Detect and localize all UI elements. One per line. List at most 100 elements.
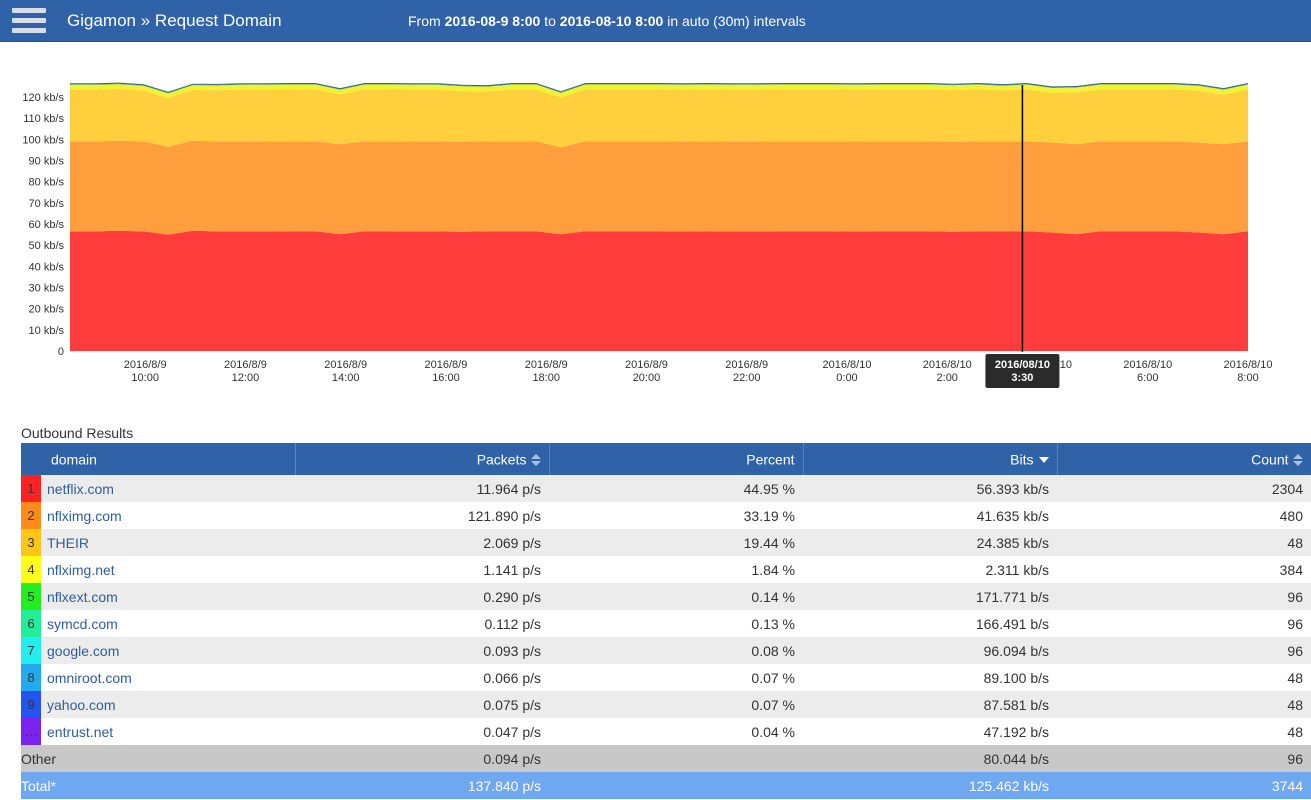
x-tick-label: 2016/8/10 2:00 <box>923 359 972 384</box>
domain-column-header[interactable]: domain <box>41 443 296 475</box>
bits-cell: 166.491 b/s <box>803 610 1057 637</box>
x-tick-label: 2016/8/9 18:00 <box>525 359 568 384</box>
count-cell: 480 <box>1057 502 1311 529</box>
series-area-1 <box>70 230 1248 351</box>
percent-cell: 0.04 % <box>549 718 803 745</box>
other-label: Other <box>21 745 295 772</box>
range-to: 2016-08-10 8:00 <box>559 13 664 29</box>
x-tick-label: 2016/8/10 0:00 <box>823 359 872 384</box>
domain-link[interactable]: google.com <box>47 642 120 659</box>
y-tick-label: 0 <box>58 346 64 358</box>
x-tick-label: 2016/8/9 10:00 <box>124 359 167 384</box>
count-cell: 96 <box>1057 745 1311 772</box>
row-color-index: 1 <box>21 475 41 502</box>
bits-cell: 41.635 kb/s <box>803 502 1057 529</box>
row-color-index: 8 <box>21 664 41 691</box>
row-color-index: 5 <box>21 583 41 610</box>
breadcrumb-root-link[interactable]: Gigamon <box>67 11 136 30</box>
y-tick-label: 30 kb/s <box>29 283 65 295</box>
domain-link[interactable]: nflxext.com <box>47 588 118 605</box>
sort-icon <box>530 453 541 466</box>
packets-column-header[interactable]: Packets <box>295 443 550 475</box>
table-row[interactable]: 2 nflximg.com 121.890 p/s 33.19 % 41.635… <box>21 502 1311 529</box>
range-from: 2016-08-9 8:00 <box>444 13 541 29</box>
packets-cell: 0.094 p/s <box>295 745 549 772</box>
bits-cell: 24.385 kb/s <box>803 529 1057 556</box>
x-tick-label: 2016/8/9 16:00 <box>425 359 468 384</box>
x-tick-label: 2016/8/10 8:00 <box>1224 359 1273 384</box>
y-tick-label: 10 kb/s <box>29 325 65 337</box>
range-to-label: to <box>544 13 556 29</box>
domain-link[interactable]: yahoo.com <box>47 696 116 713</box>
page-title: Request Domain <box>154 11 282 30</box>
percent-cell: 0.13 % <box>549 610 803 637</box>
table-row[interactable]: 9 yahoo.com 0.075 p/s 0.07 % 87.581 b/s … <box>21 691 1311 718</box>
y-tick-label: 40 kb/s <box>29 261 65 273</box>
packets-cell: 0.112 p/s <box>295 610 549 637</box>
packets-header-label: Packets <box>476 451 527 468</box>
bits-column-header[interactable]: Bits <box>803 443 1058 475</box>
percent-cell: 0.07 % <box>549 691 803 718</box>
bits-cell: 47.192 b/s <box>803 718 1057 745</box>
percent-column-header[interactable]: Percent <box>549 443 804 475</box>
packets-cell: 137.840 p/s <box>295 772 549 799</box>
y-tick-label: 90 kb/s <box>29 156 65 168</box>
results-table: domain Packets Percent Bits Count 1 netf… <box>21 443 1311 799</box>
percent-cell: 0.14 % <box>549 583 803 610</box>
count-header-label: Count <box>1251 451 1289 468</box>
x-tick-label: 2016/8/9 22:00 <box>725 359 768 384</box>
sort-icon <box>1292 453 1303 466</box>
row-color-index: 9 <box>21 691 41 718</box>
domain-link[interactable]: nflximg.net <box>47 561 115 578</box>
traffic-area-chart[interactable]: 0 10 kb/s 20 kb/s 30 kb/s 40 kb/s 50 kb/s 60 k… <box>0 60 1311 400</box>
series-area-6 <box>70 82 1248 93</box>
bits-cell: 96.094 b/s <box>803 637 1057 664</box>
table-row[interactable]: 8 omniroot.com 0.066 p/s 0.07 % 89.100 b… <box>21 664 1311 691</box>
percent-header-label: Percent <box>746 451 795 468</box>
y-tick-label: 100 kb/s <box>22 134 64 146</box>
percent-cell: 0.08 % <box>549 637 803 664</box>
total-label: Total* <box>21 772 295 799</box>
y-tick-label: 60 kb/s <box>29 219 65 231</box>
series-area-4 <box>70 84 1248 99</box>
packets-cell: 121.890 p/s <box>295 502 549 529</box>
table-row[interactable]: 6 symcd.com 0.112 p/s 0.13 % 166.491 b/s… <box>21 610 1311 637</box>
bits-cell: 171.771 b/s <box>803 583 1057 610</box>
domain-link[interactable]: omniroot.com <box>47 669 132 686</box>
y-tick-label: 20 kb/s <box>29 304 65 316</box>
index-header <box>21 443 41 475</box>
row-color-index: 3 <box>21 529 41 556</box>
count-cell: 2304 <box>1057 475 1311 502</box>
menu-icon[interactable] <box>12 8 48 34</box>
row-color-index: … <box>21 718 41 745</box>
table-row[interactable]: 4 nflximg.net 1.141 p/s 1.84 % 2.311 kb/… <box>21 556 1311 583</box>
results-title: Outbound Results <box>21 425 134 441</box>
cursor-tooltip-label: 2016/08/10 3:30 <box>995 359 1050 384</box>
time-range[interactable]: From 2016-08-9 8:00 to 2016-08-10 8:00 i… <box>408 13 806 29</box>
count-cell: 96 <box>1057 637 1311 664</box>
count-cell: 48 <box>1057 529 1311 556</box>
count-column-header[interactable]: Count <box>1057 443 1311 475</box>
row-color-index: 7 <box>21 637 41 664</box>
x-tick-label: 2016/8/9 20:00 <box>625 359 668 384</box>
table-row[interactable]: 3 THEIR 2.069 p/s 19.44 % 24.385 kb/s 48 <box>21 529 1311 556</box>
table-row[interactable]: 5 nflxext.com 0.290 p/s 0.14 % 171.771 b… <box>21 583 1311 610</box>
count-cell: 48 <box>1057 691 1311 718</box>
count-cell: 96 <box>1057 610 1311 637</box>
domain-link[interactable]: netflix.com <box>47 480 114 497</box>
y-tick-label: 80 kb/s <box>29 177 65 189</box>
table-row[interactable]: 1 netflix.com 11.964 p/s 44.95 % 56.393 … <box>21 475 1311 502</box>
domain-link[interactable]: entrust.net <box>47 723 114 740</box>
bits-cell: 56.393 kb/s <box>803 475 1057 502</box>
domain-link[interactable]: THEIR <box>47 534 89 551</box>
domain-header-label: domain <box>51 451 97 468</box>
count-cell: 384 <box>1057 556 1311 583</box>
table-row[interactable]: 7 google.com 0.093 p/s 0.08 % 96.094 b/s… <box>21 637 1311 664</box>
y-tick-label: 110 kb/s <box>23 113 64 125</box>
row-color-index: 4 <box>21 556 41 583</box>
domain-link[interactable]: nflximg.com <box>47 507 122 524</box>
domain-link[interactable]: symcd.com <box>47 615 118 632</box>
percent-cell: 44.95 % <box>549 475 803 502</box>
row-color-index: 2 <box>21 502 41 529</box>
table-row[interactable]: … entrust.net 0.047 p/s 0.04 % 47.192 b/… <box>21 718 1311 745</box>
